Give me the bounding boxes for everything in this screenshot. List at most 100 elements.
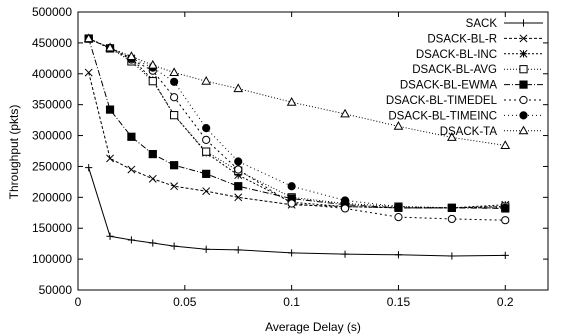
legend-item: DSACK-BL-R [427, 33, 543, 45]
data-point [202, 169, 211, 178]
data-point [287, 199, 296, 208]
legend-item: DSACK-TA [440, 125, 543, 138]
series-line [88, 38, 506, 209]
plot-frame [77, 11, 549, 291]
data-point [234, 246, 242, 254]
legend-item: DSACK-BL-TIMEINC [388, 110, 543, 122]
data-point [394, 251, 403, 259]
y-axis-label: Throughput (pkts) [7, 105, 21, 200]
data-point [393, 121, 404, 130]
y-tick-label: 100000 [32, 252, 72, 266]
series-lines [83, 33, 511, 260]
y-tick-label: 150000 [32, 221, 72, 235]
data-point [448, 252, 456, 260]
data-point [234, 165, 243, 174]
data-point [340, 108, 350, 118]
data-point [127, 165, 136, 174]
x-tick-label: 0 [75, 295, 82, 309]
y-tick-label: 350000 [32, 98, 72, 112]
data-point [84, 68, 93, 77]
legend-label: DSACK-BL-R [427, 33, 497, 45]
data-point [127, 132, 136, 141]
data-point [106, 232, 114, 240]
data-point [148, 174, 157, 183]
data-point [127, 236, 136, 244]
series-dsack-ta [83, 33, 511, 149]
data-point [500, 140, 511, 149]
data-point [287, 182, 296, 191]
y-tick-label: 200000 [32, 190, 72, 204]
series-dsack-bl-timeinc [84, 34, 510, 212]
data-point [170, 111, 179, 120]
series-line [88, 72, 506, 209]
y-tick-label: 450000 [32, 36, 72, 50]
plot-border [77, 11, 549, 291]
legend-label: DSACK-BL-EWMA [400, 80, 497, 92]
data-point [148, 77, 157, 86]
data-point [126, 51, 137, 60]
y-tick-label: 500000 [32, 5, 72, 19]
legend-item: DSACK-BL-AVG [412, 64, 543, 76]
data-point [169, 67, 179, 77]
data-point [234, 182, 243, 191]
legend: SACK DSACK-BL-R DSACK-BL-INC DSACK-BL-AVG DS… [386, 18, 543, 138]
legend-marker [519, 65, 528, 74]
data-point [202, 147, 211, 156]
data-point [288, 249, 296, 257]
legend-label: DSACK-BL-TIMEINC [388, 110, 497, 122]
data-point [147, 59, 158, 69]
series-dsack-bl-avg [84, 34, 510, 212]
data-point [106, 154, 114, 163]
data-point [394, 202, 403, 211]
series-line [88, 38, 506, 221]
data-point [105, 105, 115, 114]
data-point [286, 96, 297, 106]
data-point [340, 204, 350, 213]
data-point [201, 75, 212, 85]
data-point [447, 132, 457, 141]
legend-label: DSACK-BL-TIMEDEL [386, 95, 498, 107]
data-point [340, 196, 350, 205]
legend-item: DSACK-BL-TIMEDEL [386, 95, 543, 107]
x-tick-label: 0.2 [497, 295, 514, 309]
legend-marker [519, 19, 528, 27]
data-point [83, 33, 94, 43]
data-point [202, 135, 211, 144]
data-point [202, 124, 211, 133]
legend-item: SACK [466, 18, 543, 30]
series-dsack-bl-ewma [84, 34, 510, 213]
legend-label: DSACK-BL-AVG [412, 64, 497, 76]
x-axis-label: Average Delay (s) [265, 320, 361, 334]
data-point [202, 187, 211, 196]
data-point [447, 214, 456, 224]
legend-marker [518, 125, 529, 135]
data-point [234, 193, 243, 202]
data-point [501, 251, 509, 260]
legend-label: SACK [466, 18, 498, 30]
data-point [234, 157, 243, 166]
series-line [88, 38, 506, 146]
x-tick-label: 0.1 [283, 295, 300, 309]
axis-ticks: 50000 100000 150000 200000 250000 300000 35000… [32, 5, 548, 309]
data-point [170, 161, 179, 170]
data-point [233, 83, 244, 93]
data-point [341, 250, 349, 258]
data-point [85, 164, 93, 172]
data-point [447, 203, 456, 212]
data-point [148, 149, 157, 159]
data-point [105, 42, 115, 52]
series-dsack-bl-inc [84, 34, 510, 212]
data-point [202, 245, 210, 253]
legend-label: DSACK-BL-INC [416, 49, 497, 61]
x-tick-label: 0.05 [173, 295, 197, 309]
legend-marker [519, 111, 528, 120]
legend-label: DSACK-TA [440, 126, 498, 138]
y-tick-label: 50000 [39, 283, 73, 297]
data-point [149, 239, 157, 247]
data-point [501, 216, 510, 225]
legend-marker [519, 49, 528, 58]
data-point [170, 77, 179, 86]
data-point [170, 182, 179, 191]
data-point [501, 203, 510, 212]
